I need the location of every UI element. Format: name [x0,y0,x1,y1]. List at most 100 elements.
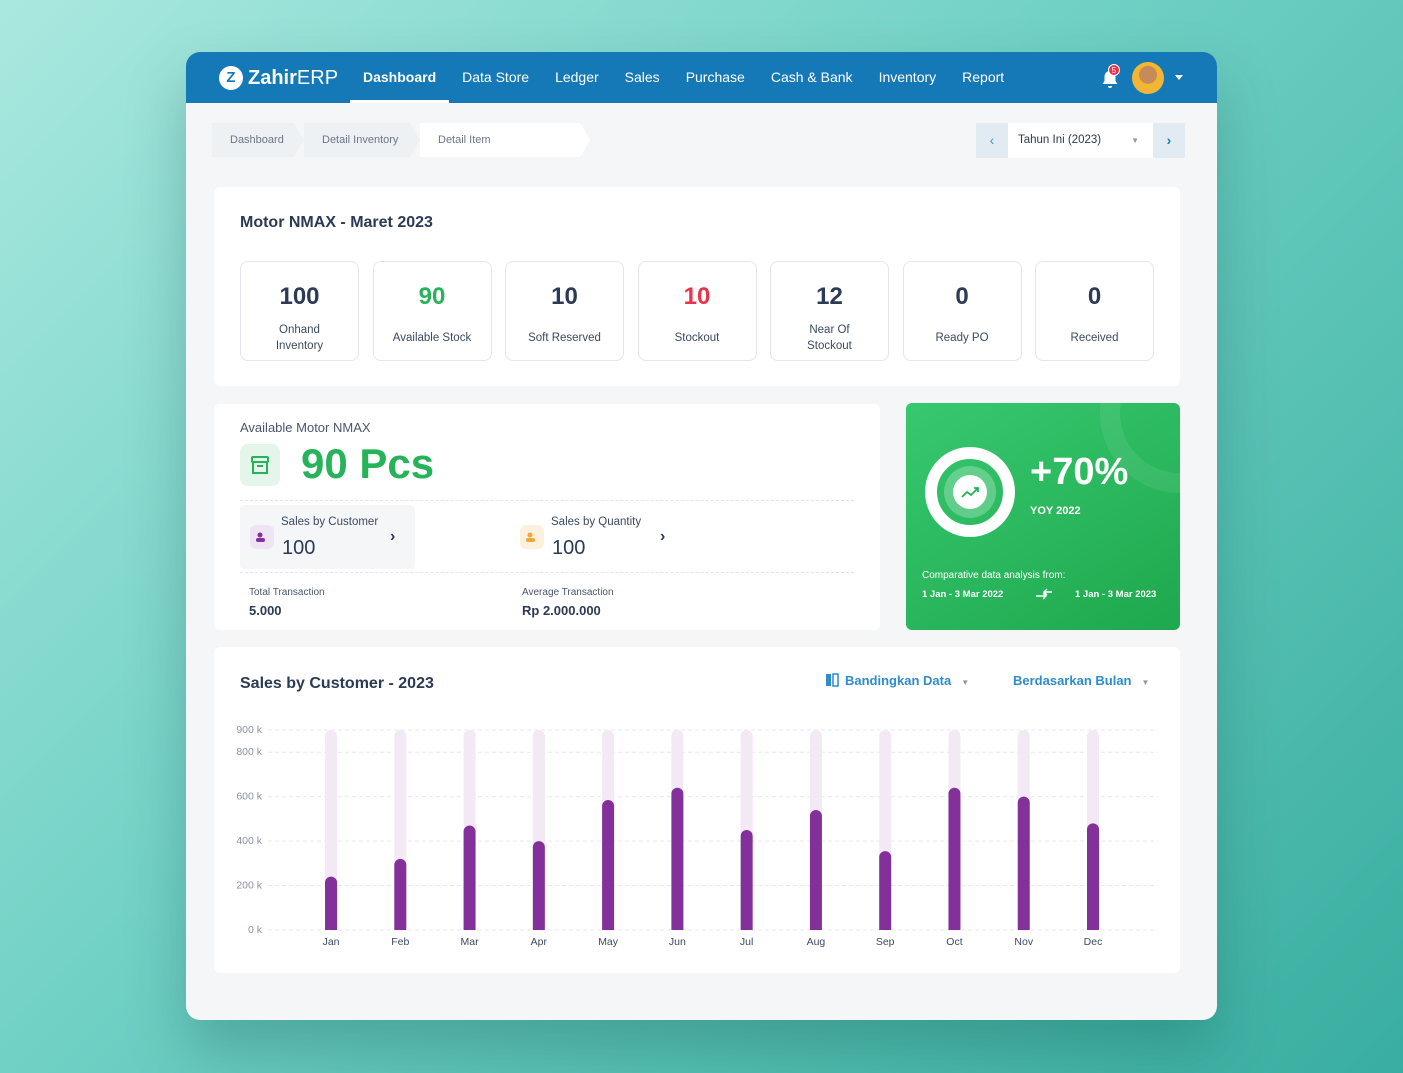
y-tick-label: 400 k [236,835,262,847]
x-tick-label: Jun [669,936,686,948]
period-select[interactable]: Tahun Ini (2023) ▼ [1008,123,1153,158]
sales-card-value: 100 [282,537,316,559]
yoy-note: Comparative data analysis from: [922,570,1066,581]
x-tick-label: Feb [391,936,409,948]
stat-label: Available Stock [392,332,472,344]
y-tick-label: 600 k [236,790,262,802]
period-dropdown-text: Berdasarkan Bulan [1013,673,1132,688]
stat-label: Received [1070,332,1119,344]
x-tick-label: Sep [876,936,895,948]
yoy-graphic [925,403,1180,600]
total-label: Average Transaction [522,587,614,598]
chart-card: Bandingkan Data ▼ Berdasarkan Bulan ▼ Sale… [214,647,1180,973]
bar [1017,796,1030,930]
app-window: Z ZahirERP Dashboard Data Store Ledger Sale… [186,52,1217,1020]
x-tick-label: Apr [531,936,548,948]
breadcrumb-item[interactable]: Dashboard [212,123,304,157]
stat-label: Ready PO [935,332,989,344]
top-bar: Z ZahirERP Dashboard Data Store Ledger Sale… [186,52,1217,103]
prev-button[interactable]: ‹ [976,123,1008,158]
bar [463,825,476,930]
y-tick-label: 800 k [236,746,262,758]
bar [671,787,684,930]
stat-value: 10 [683,283,711,310]
stat-label: Stockout [674,332,720,344]
availability-card: Available Motor NMAX 90 Pcs Sales by Cus… [214,404,880,630]
yoy-card: +70% YOY 2022 Comparative data analysis … [906,403,1180,630]
sales-card-label: Sales by Quantity [551,516,642,528]
stat-label: Soft Reserved [528,332,601,344]
stat-box: 100 Onhand Inventory [240,261,359,361]
bar [602,800,615,930]
stat-value: 10 [551,283,578,310]
bar-chart: Sales by Customer - 2023 0 k 200 k 400 k 60… [236,675,1158,948]
compare-text: Bandingkan Data [845,673,952,688]
logo-icon: Z [219,66,243,90]
y-tick-label: 200 k [236,879,262,891]
stat-box: 10 Soft Reserved [505,261,624,361]
stat-label: Near Of Stockout [807,324,852,352]
y-tick-label: 0 k [248,924,263,936]
nav-item[interactable]: Cash & Bank [770,69,853,85]
stat-box: 0 Received [1035,261,1154,361]
compare-icon [825,672,839,688]
yoy-to: 1 Jan - 3 Mar 2023 [1075,589,1157,600]
stat-value: 0 [1087,283,1102,310]
stat-value: 12 [816,283,843,310]
nav-menu: Dashboard Data Store Ledger Sales Purchase Ca… [350,52,1017,103]
nav-item[interactable]: Dashboard [350,52,450,103]
stat-box: 0 Ready PO [902,261,1022,361]
breadcrumb-item[interactable]: Detail Inventory [304,123,420,157]
period-dropdown[interactable]: Berdasarkan Bulan ▼ [1013,673,1150,688]
stat-label: Onhand Inventory [275,324,324,352]
nav-item[interactable]: Inventory [878,69,937,85]
stat-value: 100 [279,283,320,310]
stat-box: 12 Near Of Stockout [770,261,889,361]
x-tick-label: Mar [461,936,480,948]
avatar[interactable] [1132,62,1164,94]
sales-card-icon [250,525,274,549]
next-button[interactable]: › [1153,123,1185,158]
nav-item[interactable]: Report [962,69,1005,85]
logo-suffix: ERP [296,67,339,89]
breadcrumb-item[interactable]: Detail Item [420,123,590,157]
x-tick-label: May [598,936,619,948]
stat-value: 0 [955,283,969,310]
bar [948,787,961,930]
yoy-label: YOY 2022 [1030,505,1081,517]
nav-item[interactable]: Sales [624,69,660,85]
x-tick-label: Nov [1014,936,1033,948]
bar [809,810,822,930]
stat-value: 90 [418,283,446,310]
nav-item[interactable]: Data Store [462,69,530,85]
x-tick-label: Dec [1084,936,1103,948]
summary-card: Motor NMAX - Maret 2023 100 Onhand Invent… [214,187,1180,386]
nav-item[interactable]: Ledger [555,69,599,85]
x-tick-label: Jul [740,936,753,948]
x-tick-label: Jan [323,936,340,948]
bar [740,830,753,930]
sales-card-arrow[interactable]: › [660,528,666,545]
logo-text: Zahir [248,67,297,89]
logo[interactable]: ZahirERP [248,65,338,91]
caret[interactable] [1174,74,1184,82]
y-tick-label: 900 k [236,724,262,736]
availability-value: 90 Pcs [301,440,435,487]
yoy-value: +70% [1030,451,1129,493]
total-value: 5.000 [249,603,282,618]
bar [879,851,892,930]
notification-badge: 5 [1108,64,1120,76]
sales-card-arrow[interactable]: › [390,528,396,545]
nav-item[interactable]: Purchase [685,69,745,85]
chart-title: Sales by Customer - 2023 [240,675,434,692]
period-selector: ‹ Tahun Ini (2023) ▼ › [976,123,1185,158]
stat-box: 90 Available Stock [372,261,492,361]
stat-box: 10 Stockout [637,261,757,361]
x-tick-label: Aug [807,936,826,948]
yoy-from: 1 Jan - 3 Mar 2022 [922,589,1004,600]
archive-icon [240,444,280,486]
total-label: Total Transaction [249,587,325,598]
compare-dropdown[interactable]: Bandingkan Data ▼ [845,673,970,688]
